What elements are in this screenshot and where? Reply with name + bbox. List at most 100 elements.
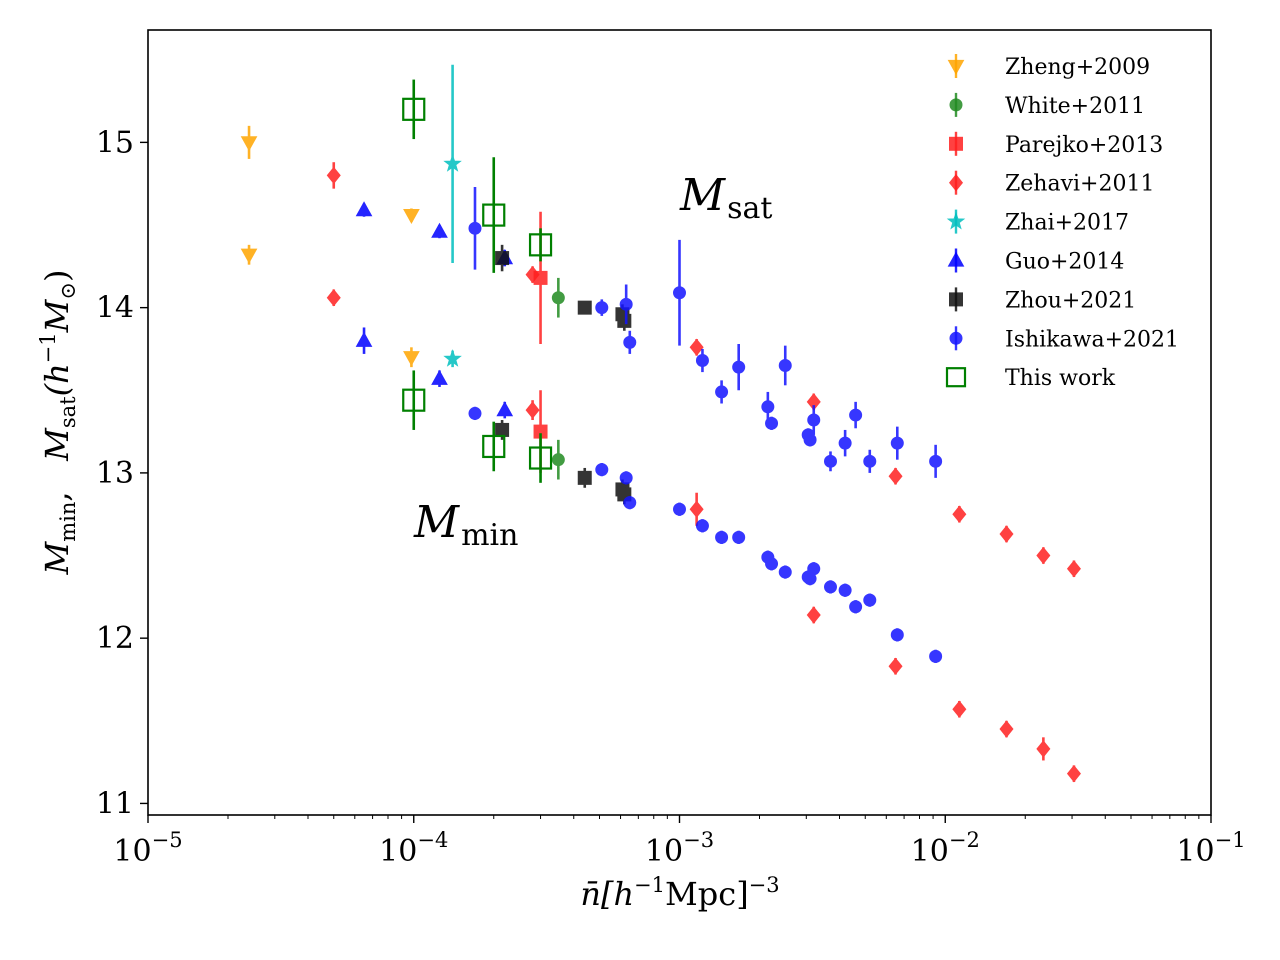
x-tick-label: 10−2 [911, 828, 980, 869]
data-point [326, 166, 341, 185]
legend-label: White+2011 [1005, 94, 1145, 119]
data-point [888, 657, 903, 675]
data-point [929, 649, 943, 663]
data-point [673, 286, 686, 300]
data-point [496, 401, 514, 417]
data-point [402, 97, 426, 121]
data-point [823, 580, 837, 594]
data-point [715, 385, 729, 399]
legend-label: This work [1005, 366, 1116, 391]
plot-points [240, 64, 1081, 783]
x-tick-label: 10−4 [379, 828, 448, 869]
data-point [888, 467, 903, 485]
x-tick-label: 10−1 [1176, 828, 1245, 869]
data-point [765, 557, 779, 571]
legend-label: Zhou+2021 [1005, 288, 1136, 313]
data-point [807, 562, 821, 576]
data-point [525, 401, 540, 419]
data-point [689, 500, 704, 518]
data-point [403, 208, 420, 224]
series-zheng-2009 [240, 125, 420, 368]
data-point [240, 248, 258, 264]
legend-marker [945, 367, 967, 388]
legend-label: Zheng+2009 [1005, 55, 1150, 80]
y-tick-label: 13 [96, 456, 134, 491]
data-point [849, 408, 863, 422]
x-tick-label: 10−5 [113, 828, 182, 869]
legend-item-zehavi-2011: Zehavi+2011 [948, 170, 1154, 197]
data-point [431, 369, 448, 385]
data-point [551, 453, 565, 467]
legend-marker [947, 251, 965, 267]
data-point [778, 565, 792, 579]
legend-marker [949, 98, 963, 112]
data-point [326, 289, 341, 307]
data-point [619, 471, 633, 485]
legend-label: Guo+2014 [1005, 250, 1124, 275]
data-point [482, 203, 506, 227]
data-point [1066, 765, 1081, 783]
legend-item-white-2011: White+2011 [949, 92, 1145, 119]
series-white-2011 [551, 277, 565, 480]
data-point [1036, 546, 1051, 565]
legend-marker [947, 59, 965, 75]
data-point [468, 221, 482, 235]
data-point [595, 463, 609, 477]
data-point [778, 358, 792, 372]
legend-marker [946, 211, 966, 230]
x-axis-ticks: 10−5 10−4 10−3 10−2 10−1 [113, 815, 1246, 869]
data-point [1066, 560, 1081, 578]
data-point [838, 583, 852, 597]
data-point [495, 422, 510, 437]
series-zehavi-2011 [326, 162, 1081, 783]
data-point [240, 136, 258, 152]
data-point [838, 436, 852, 450]
data-point [443, 154, 462, 172]
legend-label: Parejko+2013 [1005, 133, 1163, 158]
data-point [402, 388, 426, 412]
data-point [623, 335, 637, 349]
data-point [849, 600, 863, 614]
legend-item-parejko-2013: Parejko+2013 [949, 131, 1163, 158]
y-tick-label: 12 [96, 621, 134, 656]
data-point [403, 351, 420, 367]
series-zhou-2021 [495, 244, 632, 505]
y-axis-label: Mmin, Msat(h−1M⊙) [36, 269, 80, 575]
y-tick-label: 15 [96, 125, 134, 160]
data-point [617, 313, 632, 328]
legend-item-guo-2014: Guo+2014 [947, 248, 1124, 275]
data-point [551, 291, 565, 305]
data-point [443, 349, 462, 367]
legend: Zheng+2009 White+2011 Parejko+2013 Zehavi+2… [945, 54, 1179, 391]
data-point [952, 700, 967, 718]
data-point [890, 628, 904, 642]
x-tick-label: 10−3 [645, 828, 714, 869]
series-zhai-2017 [443, 64, 462, 368]
data-point [807, 413, 821, 427]
legend-item-this-work: This work [945, 366, 1116, 391]
data-point [528, 233, 553, 257]
data-point [355, 331, 373, 347]
data-point [803, 433, 817, 447]
data-point [761, 400, 775, 414]
annotation-mmin: Mmin [413, 497, 518, 553]
legend-marker [949, 292, 963, 307]
data-point [929, 454, 943, 468]
data-point [525, 265, 540, 284]
data-point [673, 502, 686, 516]
legend-marker [949, 331, 963, 345]
data-point [355, 201, 373, 217]
series-this-work [402, 79, 553, 483]
legend-marker [949, 136, 963, 151]
data-point [577, 470, 592, 485]
series-ishikawa-2021 [468, 187, 943, 663]
data-point [695, 354, 709, 368]
data-point [623, 496, 637, 510]
legend-label: Zhai+2017 [1005, 211, 1129, 236]
data-point [863, 593, 877, 607]
data-point [695, 519, 709, 533]
legend-item-zhai-2017: Zhai+2017 [946, 209, 1129, 236]
data-point [732, 360, 746, 374]
data-point [577, 300, 592, 315]
